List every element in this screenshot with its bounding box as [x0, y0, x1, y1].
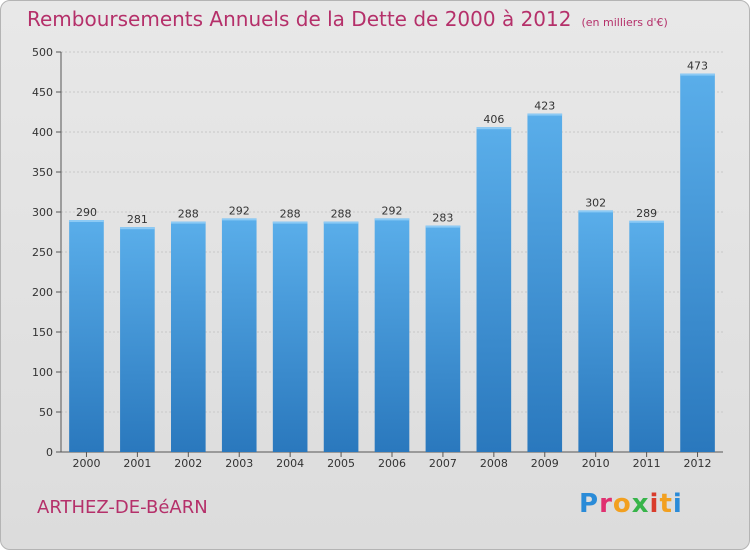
bar — [69, 220, 104, 452]
labels: 290 281 288 292 288 288 292 283 406 423 302 289 473 — [76, 60, 708, 227]
data-label: 302 — [585, 196, 606, 209]
x-tick-label: 2007 — [429, 457, 457, 470]
data-label: 473 — [687, 60, 708, 73]
bar-highlight — [221, 218, 257, 221]
data-label: 283 — [432, 212, 453, 225]
data-label: 292 — [229, 204, 250, 217]
bar — [323, 221, 359, 452]
x-tick-label: 2002 — [174, 457, 202, 470]
bar — [680, 73, 715, 452]
bar-highlight — [527, 113, 563, 116]
bar — [221, 218, 257, 452]
bar-highlight — [69, 220, 104, 222]
y-tick-label: 200 — [32, 286, 53, 299]
y-tick-label: 350 — [32, 166, 53, 179]
bar — [476, 127, 512, 452]
x-tick-label: 2004 — [276, 457, 304, 470]
y-tick-label: 250 — [32, 246, 53, 259]
x-tick-label: 2011 — [633, 457, 661, 470]
bar-highlight — [680, 73, 715, 76]
bar — [272, 221, 308, 452]
y-tick-label: 100 — [32, 366, 53, 379]
data-label: 406 — [483, 113, 504, 126]
commune-name: ARTHEZ-DE-BéARN — [37, 497, 208, 518]
data-label: 423 — [534, 100, 555, 113]
logo-letter: i — [672, 489, 683, 519]
chart-subtitle: (en milliers d'€) — [581, 16, 668, 29]
bar-highlight — [476, 127, 512, 130]
y-tick-label: 50 — [39, 406, 53, 419]
bars — [69, 73, 715, 452]
data-label: 289 — [636, 207, 657, 220]
y-tick-label: 0 — [46, 446, 53, 459]
bar-highlight — [120, 227, 155, 230]
y-tick-label: 500 — [32, 46, 53, 59]
x-tick-label: 2000 — [72, 457, 100, 470]
bar-highlight — [578, 210, 614, 213]
bar-highlight — [272, 221, 308, 224]
logo-letter: i — [649, 489, 660, 519]
data-label: 288 — [280, 208, 301, 221]
logo-letter: r — [599, 489, 613, 519]
bar-highlight — [323, 221, 359, 224]
data-label: 288 — [331, 208, 352, 221]
y-tick-label: 450 — [32, 86, 53, 99]
y-tick-label: 400 — [32, 126, 53, 139]
x-tick-label: 2010 — [582, 457, 610, 470]
logo-letter: P — [579, 489, 600, 519]
bar — [578, 210, 614, 452]
x-tick-label: 2006 — [378, 457, 406, 470]
y-tick-label: 300 — [32, 206, 53, 219]
x-tick-label: 2005 — [327, 457, 355, 470]
bar — [629, 220, 664, 452]
x-tick-label: 2009 — [531, 457, 559, 470]
data-label: 290 — [76, 206, 97, 219]
bar — [170, 221, 206, 452]
bar — [425, 225, 461, 452]
logo-letter: t — [659, 489, 673, 519]
bar — [527, 113, 563, 452]
data-label: 288 — [178, 208, 199, 221]
data-label: 292 — [382, 204, 403, 217]
title-text: Remboursements Annuels de la Dette de 20… — [27, 7, 572, 31]
bar — [120, 227, 155, 452]
x-tick-label: 2008 — [480, 457, 508, 470]
x-tick-label: 2012 — [684, 457, 712, 470]
bar-highlight — [374, 218, 410, 221]
bar — [374, 218, 410, 452]
chart-title: Remboursements Annuels de la Dette de 20… — [27, 7, 668, 31]
bar-highlight — [629, 220, 664, 223]
bar-highlight — [425, 225, 461, 228]
proxiti-logo: Proxiti — [579, 489, 683, 519]
x-tick-label: 2003 — [225, 457, 253, 470]
x-tick-label: 2001 — [123, 457, 151, 470]
logo-letter: x — [631, 489, 650, 519]
data-label: 281 — [127, 213, 148, 226]
axes: 0 50 100 150 200 250 300 350 400 450 500 2000 2001 20… — [32, 46, 723, 470]
y-tick-label: 150 — [32, 326, 53, 339]
bar-highlight — [170, 221, 206, 224]
logo-letter: o — [612, 489, 632, 519]
